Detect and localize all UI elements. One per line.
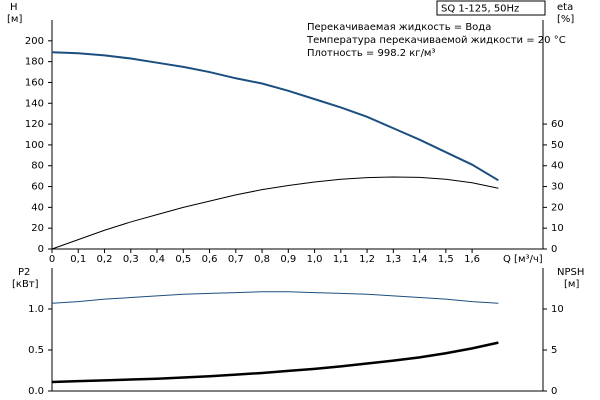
y-tick-label: 120 [25, 119, 44, 130]
curve [51, 176, 499, 250]
y2-axis-label: NPSH [557, 267, 584, 278]
y-tick-label: 180 [25, 57, 44, 68]
x-tick-label: 1,0 [307, 254, 323, 265]
y-tick-label: 0 [38, 244, 44, 255]
y2-tick-label: 0 [551, 386, 557, 397]
x-tick-label: 0,6 [202, 254, 218, 265]
y-tick-label: 80 [31, 161, 44, 172]
x-tick-label: 1,6 [464, 254, 480, 265]
y2-tick-label: 20 [551, 202, 564, 213]
x-tick-label: 1,1 [333, 254, 349, 265]
y2-tick-label: 0 [551, 244, 557, 255]
curve [51, 341, 499, 384]
y-tick-label: 140 [25, 98, 44, 109]
y2-tick-label: 30 [551, 182, 564, 193]
y-tick-label: 20 [31, 223, 44, 234]
y2-tick-label: 5 [551, 345, 557, 356]
y-tick-label: 0.0 [28, 386, 44, 397]
y-axis-label: P2 [18, 267, 30, 278]
y-axis-label: H [10, 2, 18, 13]
curve [51, 291, 499, 304]
x-tick-label: 0 [49, 254, 55, 265]
x-axis-label: Q [м³/ч] [503, 254, 543, 265]
x-tick-label: 0,8 [254, 254, 270, 265]
y2-tick-label: 60 [551, 119, 564, 130]
x-tick-label: 0,9 [280, 254, 296, 265]
annotation: Температура перекачиваемой жидкости = 20… [306, 35, 566, 46]
x-tick-label: 0,2 [97, 254, 113, 265]
y-tick-label: 160 [25, 77, 44, 88]
annotation: Плотность = 998.2 кг/м³ [307, 48, 436, 59]
y-tick-label: 100 [25, 140, 44, 151]
y2-tick-label: 10 [551, 223, 564, 234]
y2-tick-label: 10 [551, 304, 564, 315]
x-tick-label: 1,5 [438, 254, 454, 265]
y2-tick-label: 40 [551, 161, 564, 172]
y-axis-unit: [м] [7, 14, 22, 25]
x-tick-label: 0,3 [123, 254, 139, 265]
x-tick-label: 0,1 [70, 254, 86, 265]
x-tick-label: 0,4 [149, 254, 165, 265]
curve [51, 51, 499, 182]
y-tick-label: 40 [31, 202, 44, 213]
y-tick-label: 60 [31, 182, 44, 193]
x-tick-label: 1,3 [385, 254, 401, 265]
y-tick-label: 1.0 [28, 304, 44, 315]
x-tick-label: 1,4 [412, 254, 428, 265]
x-tick-label: 0,7 [228, 254, 244, 265]
y2-tick-label: 50 [551, 140, 564, 151]
annotation: Перекачиваемая жидкость = Вода [307, 22, 491, 33]
label-box [436, 0, 546, 16]
y-axis-unit: [кВт] [12, 279, 39, 290]
label-box-text: SQ 1-125, 50Hz [441, 4, 519, 15]
y2-axis-unit: [%] [557, 14, 574, 25]
y2-axis-label: eta [557, 2, 573, 13]
y-tick-label: 0.5 [28, 345, 44, 356]
y-tick-label: 200 [25, 36, 44, 47]
x-tick-label: 1,2 [359, 254, 375, 265]
x-tick-label: 0,5 [175, 254, 191, 265]
y2-axis-unit: [м] [564, 279, 579, 290]
